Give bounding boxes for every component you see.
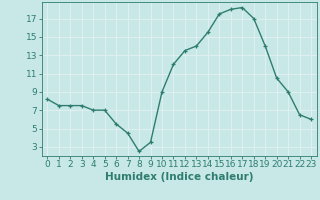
X-axis label: Humidex (Indice chaleur): Humidex (Indice chaleur) (105, 172, 253, 182)
